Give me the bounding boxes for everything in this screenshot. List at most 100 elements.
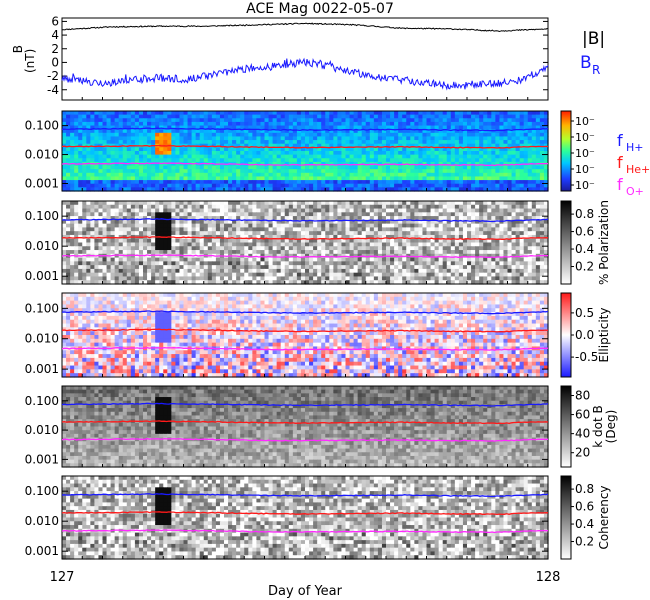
spectrogram-cell xyxy=(211,132,217,138)
spectrogram-cell xyxy=(118,114,124,119)
spectrogram-cell xyxy=(511,187,517,192)
spectrogram-cell xyxy=(438,111,444,116)
spectrogram-cell xyxy=(126,140,132,145)
spectrogram-cell xyxy=(499,216,505,221)
spectrogram-cell xyxy=(325,169,330,174)
spectrogram-cell xyxy=(349,125,355,130)
spectrogram-cell xyxy=(207,165,213,170)
spectrogram-cell xyxy=(232,154,237,159)
spectrogram-cell xyxy=(110,125,116,130)
spectrogram-cell xyxy=(151,183,156,188)
spectrogram-cell xyxy=(503,204,509,210)
spectrogram-cell xyxy=(410,132,415,138)
spectrogram-cell xyxy=(98,140,104,145)
spectrogram-cell xyxy=(479,125,484,130)
spectrogram-cell xyxy=(118,183,124,188)
spectrogram-cell xyxy=(365,129,371,134)
spectrogram-cell xyxy=(471,183,476,188)
spectrogram-cell xyxy=(280,212,286,217)
spectrogram-cell xyxy=(276,261,282,266)
spectrogram-cell xyxy=(406,234,411,240)
spectrogram-cell xyxy=(163,147,168,152)
spectrogram-cell xyxy=(377,143,383,148)
spectrogram-cell xyxy=(450,151,456,156)
spectrogram-cell xyxy=(491,253,496,259)
spectrogram-cell xyxy=(329,169,334,174)
spectrogram-cell xyxy=(321,136,326,141)
spectrogram-cell xyxy=(543,223,549,229)
spectrogram-cell xyxy=(284,154,290,159)
spectrogram-cell xyxy=(507,204,513,210)
spectrogram-cell xyxy=(369,187,375,192)
spectrogram-cell xyxy=(167,180,172,185)
spectrogram-cell xyxy=(511,208,517,213)
spectrogram-cell xyxy=(167,165,172,170)
spectrogram-cell xyxy=(353,208,359,213)
spectrogram-cell xyxy=(102,172,108,178)
spectrogram-cell xyxy=(66,238,71,244)
spectrogram-cell xyxy=(264,187,270,192)
spectrogram-cell xyxy=(523,121,529,127)
spectrogram-cell xyxy=(377,227,383,232)
spectrogram-cell xyxy=(321,180,326,185)
spectrogram-cell xyxy=(369,151,375,156)
spectrogram-cell xyxy=(321,219,326,225)
spectrogram-cell xyxy=(345,125,351,130)
spectrogram-cell xyxy=(248,227,253,232)
spectrogram-cell xyxy=(248,169,253,174)
spectrogram-cell xyxy=(292,261,298,266)
spectrogram-cell xyxy=(333,201,338,206)
spectrogram-cell xyxy=(454,234,460,240)
spectrogram-cell xyxy=(244,223,249,229)
spectrogram-cell xyxy=(386,261,391,266)
spectrogram-cell xyxy=(70,201,75,206)
spectrogram-cell xyxy=(373,140,379,145)
spectrogram-cell xyxy=(219,261,225,266)
spectrogram-cell xyxy=(288,169,294,174)
spectrogram-cell xyxy=(268,176,274,181)
spectrogram-cell xyxy=(256,234,262,240)
spectrogram-cell xyxy=(207,132,213,138)
spectrogram-cell xyxy=(86,234,91,240)
spectrogram-cell xyxy=(187,154,193,159)
spectrogram-cell xyxy=(143,176,148,181)
spectrogram-cell xyxy=(511,180,517,185)
spectrogram-cell xyxy=(74,118,79,123)
spectrogram-cell xyxy=(199,125,205,130)
spectrogram-cell xyxy=(215,227,221,232)
spectrogram-cell xyxy=(288,111,294,116)
spectrogram-cell xyxy=(475,114,480,119)
spectrogram-cell xyxy=(402,111,407,116)
spectrogram-cell xyxy=(446,143,452,148)
spectrogram-cell xyxy=(207,140,213,145)
series-fhe-line xyxy=(61,144,549,149)
spectrogram-cell xyxy=(236,257,241,262)
spectrogram-cell xyxy=(167,158,172,163)
spectrogram-cell xyxy=(381,204,387,210)
spectrogram-cell xyxy=(191,136,197,141)
spectrogram-cell xyxy=(207,204,213,210)
spectrogram-cell xyxy=(535,114,541,119)
spectrogram-cell xyxy=(345,204,351,210)
spectrogram-cell xyxy=(479,242,484,247)
spectrogram-cell xyxy=(438,265,444,270)
spectrogram-cell xyxy=(252,219,257,225)
spectrogram-cell xyxy=(276,219,282,225)
spectrogram-cell xyxy=(483,132,488,138)
spectrogram-cell xyxy=(90,132,95,138)
spectrogram-cell xyxy=(126,201,132,206)
spectrogram-cell xyxy=(479,261,484,266)
spectrogram-cell xyxy=(369,227,375,232)
spectrogram-cell xyxy=(292,111,298,116)
spectrogram-cell xyxy=(118,246,124,251)
spectrogram-cell xyxy=(110,154,116,159)
spectrogram-cell xyxy=(337,219,343,225)
spectrogram-cell xyxy=(248,180,253,185)
spectrogram-cell xyxy=(147,187,152,192)
spectrogram-cell xyxy=(515,257,521,262)
spectrogram-cell xyxy=(531,111,537,116)
spectrogram-cell xyxy=(102,257,108,262)
spectrogram-cell xyxy=(66,183,71,188)
spectrogram-cell xyxy=(280,136,286,141)
spectrogram-cell xyxy=(430,265,436,270)
